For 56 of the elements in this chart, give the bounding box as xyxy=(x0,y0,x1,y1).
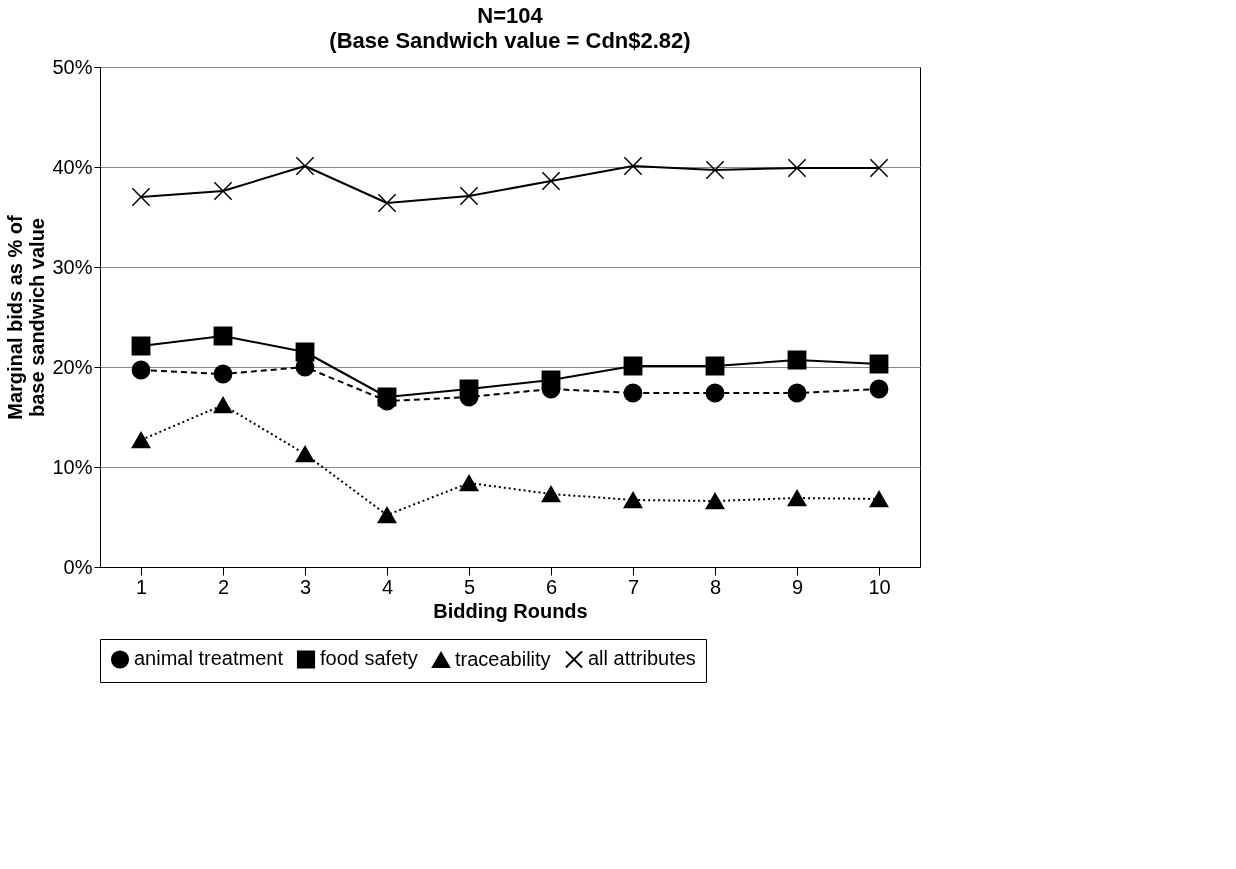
y-tick-label: 30% xyxy=(52,255,93,278)
point xyxy=(295,445,315,463)
point xyxy=(787,489,807,507)
point xyxy=(623,383,643,403)
x-tick-label: 7 xyxy=(627,575,640,598)
chart-subtitle: (Base Sandwich value = Cdn$2.82) xyxy=(329,28,691,53)
legend-label: traceability xyxy=(455,648,551,671)
x-tick-label: 8 xyxy=(709,575,722,598)
y-tick-label: 20% xyxy=(52,355,93,378)
point xyxy=(377,193,397,213)
point xyxy=(213,364,233,384)
chart-title: N=104 xyxy=(477,3,544,28)
point xyxy=(131,187,151,207)
x-tick-label: 6 xyxy=(545,575,558,598)
point xyxy=(869,490,889,508)
point xyxy=(787,383,807,403)
point xyxy=(459,186,479,206)
point xyxy=(705,356,725,376)
x-tick-label: 4 xyxy=(381,575,394,598)
x-axis-title: Bidding Rounds xyxy=(433,599,588,622)
legend-label: all attributes xyxy=(588,647,696,670)
point xyxy=(705,160,725,180)
point xyxy=(787,350,807,370)
point xyxy=(131,336,151,356)
y-axis-title: Marginal bids as % of base sandwich value xyxy=(4,214,49,420)
point xyxy=(869,379,889,399)
point xyxy=(131,360,151,380)
point xyxy=(787,158,807,178)
point xyxy=(623,356,643,376)
point xyxy=(541,485,561,503)
point xyxy=(869,354,889,374)
x-tick-label: 5 xyxy=(463,575,476,598)
point xyxy=(213,396,233,414)
legend-label: animal treatment xyxy=(134,647,284,670)
x-tick-label: 10 xyxy=(868,575,891,598)
point xyxy=(541,171,561,191)
point xyxy=(295,156,315,176)
point xyxy=(213,326,233,346)
y-tick-label: 50% xyxy=(52,55,93,78)
point xyxy=(623,491,643,509)
y-tick-label: 40% xyxy=(52,155,93,178)
x-tick-label: 2 xyxy=(217,575,230,598)
x-tick-label: 1 xyxy=(135,575,148,598)
point xyxy=(459,474,479,492)
point xyxy=(705,492,725,510)
point xyxy=(623,156,643,176)
point xyxy=(131,431,151,449)
x-tick-label: 9 xyxy=(791,575,804,598)
point xyxy=(869,158,889,178)
y-tick-label: 10% xyxy=(52,455,93,478)
y-tick-label: 0% xyxy=(63,555,93,578)
x-tick-label: 3 xyxy=(299,575,312,598)
point xyxy=(213,181,233,201)
point xyxy=(377,506,397,524)
legend-label: food safety xyxy=(320,647,418,670)
point xyxy=(705,383,725,403)
